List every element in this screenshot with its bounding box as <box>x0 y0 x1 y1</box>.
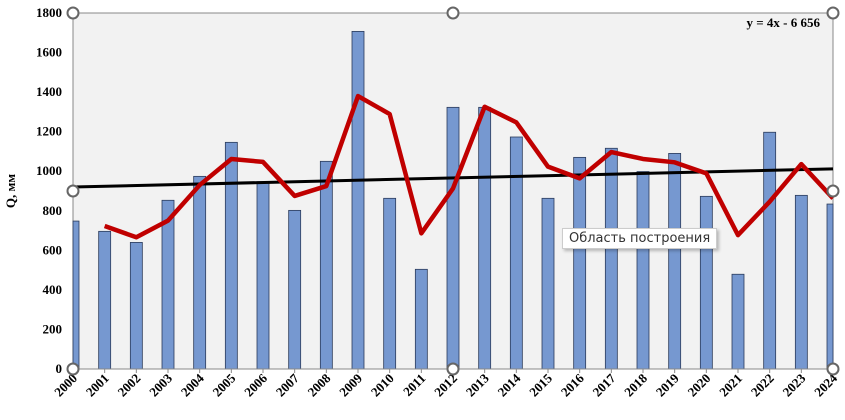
x-tick-label: 2023 <box>779 370 808 399</box>
bar-2016 <box>573 156 587 370</box>
bar-2014 <box>509 136 523 370</box>
x-tick-label: 2013 <box>463 370 492 399</box>
y-tick-label: 1000 <box>36 163 62 178</box>
bar-2022 <box>763 131 777 370</box>
bar-2012 <box>446 106 460 370</box>
bar-2009 <box>351 30 365 370</box>
y-tick-label: 400 <box>43 282 63 297</box>
resize-handle[interactable] <box>66 6 80 20</box>
bar-2006 <box>256 181 270 370</box>
y-tick-label: 200 <box>43 321 63 336</box>
y-tick-label: 600 <box>43 242 63 257</box>
x-tick-label: 2009 <box>336 370 365 399</box>
bar-2000 <box>72 220 80 370</box>
y-tick-label: 1200 <box>36 124 62 139</box>
x-tick-label: 2021 <box>716 371 745 400</box>
bar-2017 <box>604 147 618 370</box>
x-tick-label: 2004 <box>178 370 207 399</box>
resize-handle[interactable] <box>826 6 840 20</box>
x-tick-label: 2011 <box>400 371 428 399</box>
y-axis-label: Q, мм <box>3 174 18 208</box>
bar-2015 <box>541 197 555 370</box>
bar-2005 <box>224 141 238 370</box>
bar-2018 <box>636 171 650 370</box>
x-tick-label: 2019 <box>653 370 682 399</box>
bar-2011 <box>414 268 428 370</box>
x-tick-label: 2005 <box>209 370 238 399</box>
x-tick-label: 2001 <box>83 371 112 400</box>
x-tick-label: 2006 <box>241 370 270 399</box>
resize-handle[interactable] <box>66 184 80 198</box>
y-tick-label: 800 <box>43 203 63 218</box>
resize-handle[interactable] <box>66 362 80 376</box>
x-tick-label: 2016 <box>558 370 587 399</box>
line-series <box>103 93 835 240</box>
bar-2024 <box>826 203 834 370</box>
resize-handle[interactable] <box>826 362 840 376</box>
x-tick-label: 2022 <box>748 371 777 400</box>
resize-handle[interactable] <box>826 184 840 198</box>
x-tick-label: 2008 <box>304 370 333 399</box>
tooltip: Область построения <box>562 228 718 249</box>
x-tick-label: 2002 <box>114 371 143 400</box>
x-tick-label: 2015 <box>526 370 555 399</box>
bar-2003 <box>161 199 175 370</box>
bar-2008 <box>319 160 333 370</box>
x-tick-label: 2010 <box>368 371 397 400</box>
x-tick-label: 2018 <box>621 370 650 399</box>
bar-2004 <box>193 175 207 370</box>
y-tick-label: 0 <box>56 361 63 376</box>
x-tick-label: 2003 <box>146 370 175 399</box>
y-tick-label: 1800 <box>36 5 62 20</box>
y-tick-label: 1600 <box>36 45 62 60</box>
x-tick-label: 2017 <box>589 370 618 399</box>
bar-2001 <box>98 230 112 370</box>
bar-2019 <box>668 153 682 370</box>
bar-2021 <box>731 273 745 370</box>
y-tick-label: 1400 <box>36 84 62 99</box>
bar-2010 <box>383 197 397 370</box>
bar-2020 <box>699 195 713 370</box>
bar-2013 <box>478 106 492 370</box>
bar-2007 <box>288 209 302 370</box>
bar-2023 <box>794 194 808 370</box>
x-tick-label: 2014 <box>494 370 523 399</box>
bar-2002 <box>129 242 143 370</box>
x-tick-label: 2007 <box>273 370 302 399</box>
resize-handle[interactable] <box>446 6 460 20</box>
resize-handle[interactable] <box>446 362 460 376</box>
trendline-equation: y = 4x - 6 656 <box>747 15 821 30</box>
x-tick-label: 2020 <box>684 371 713 400</box>
